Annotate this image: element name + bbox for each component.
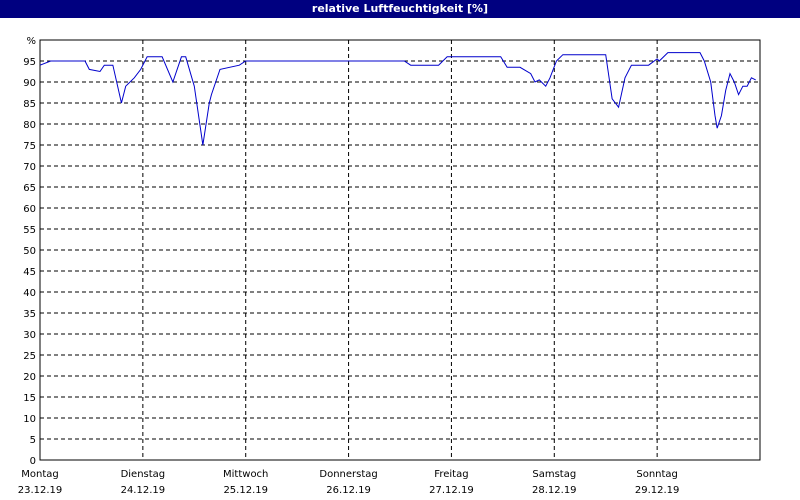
- y-tick-label: 90: [23, 78, 36, 89]
- plot-border: [39, 39, 761, 461]
- x-tick-date: 24.12.19: [121, 485, 166, 496]
- x-tick-label: Samstag: [532, 469, 576, 480]
- y-tick-label: %: [26, 36, 36, 47]
- humidity-line: [39, 52, 756, 146]
- y-tick-label: 65: [23, 183, 36, 194]
- y-tick-label: 5: [30, 435, 36, 446]
- y-tick-label: 20: [23, 372, 36, 383]
- x-tick-date: 27.12.19: [429, 485, 474, 496]
- y-tick-label: 25: [23, 351, 36, 362]
- y-tick-label: 35: [23, 309, 36, 320]
- chart-title: relative Luftfeuchtigkeit [%]: [312, 2, 488, 15]
- x-tick-date: 25.12.19: [223, 485, 268, 496]
- x-tick-date: 26.12.19: [326, 485, 371, 496]
- y-tick-label: 95: [23, 57, 36, 68]
- x-tick-label: Sonntag: [636, 469, 678, 480]
- x-tick-label: Freitag: [434, 469, 468, 480]
- y-tick-label: 0: [30, 456, 36, 467]
- y-tick-label: 10: [23, 414, 36, 425]
- y-tick-label: 15: [23, 393, 36, 404]
- y-tick-label: 45: [23, 267, 36, 278]
- x-tick-date: 29.12.19: [635, 485, 680, 496]
- x-tick-label: Donnerstag: [319, 469, 377, 480]
- y-tick-label: 30: [23, 330, 36, 341]
- y-tick-label: 50: [23, 246, 36, 257]
- y-tick-label: 80: [23, 120, 36, 131]
- x-tick-date: 23.12.19: [18, 485, 63, 496]
- x-tick-label: Dienstag: [121, 469, 166, 480]
- y-tick-label: 85: [23, 99, 36, 110]
- y-tick-label: 60: [23, 204, 36, 215]
- y-tick-label: 75: [23, 141, 36, 152]
- y-tick-label: 70: [23, 162, 36, 173]
- x-tick-label: Mittwoch: [223, 469, 268, 480]
- y-tick-label: 55: [23, 225, 36, 236]
- x-tick-date: 28.12.19: [532, 485, 577, 496]
- y-tick-label: 40: [23, 288, 36, 299]
- title-bar: [0, 0, 800, 18]
- x-tick-label: Montag: [21, 469, 58, 480]
